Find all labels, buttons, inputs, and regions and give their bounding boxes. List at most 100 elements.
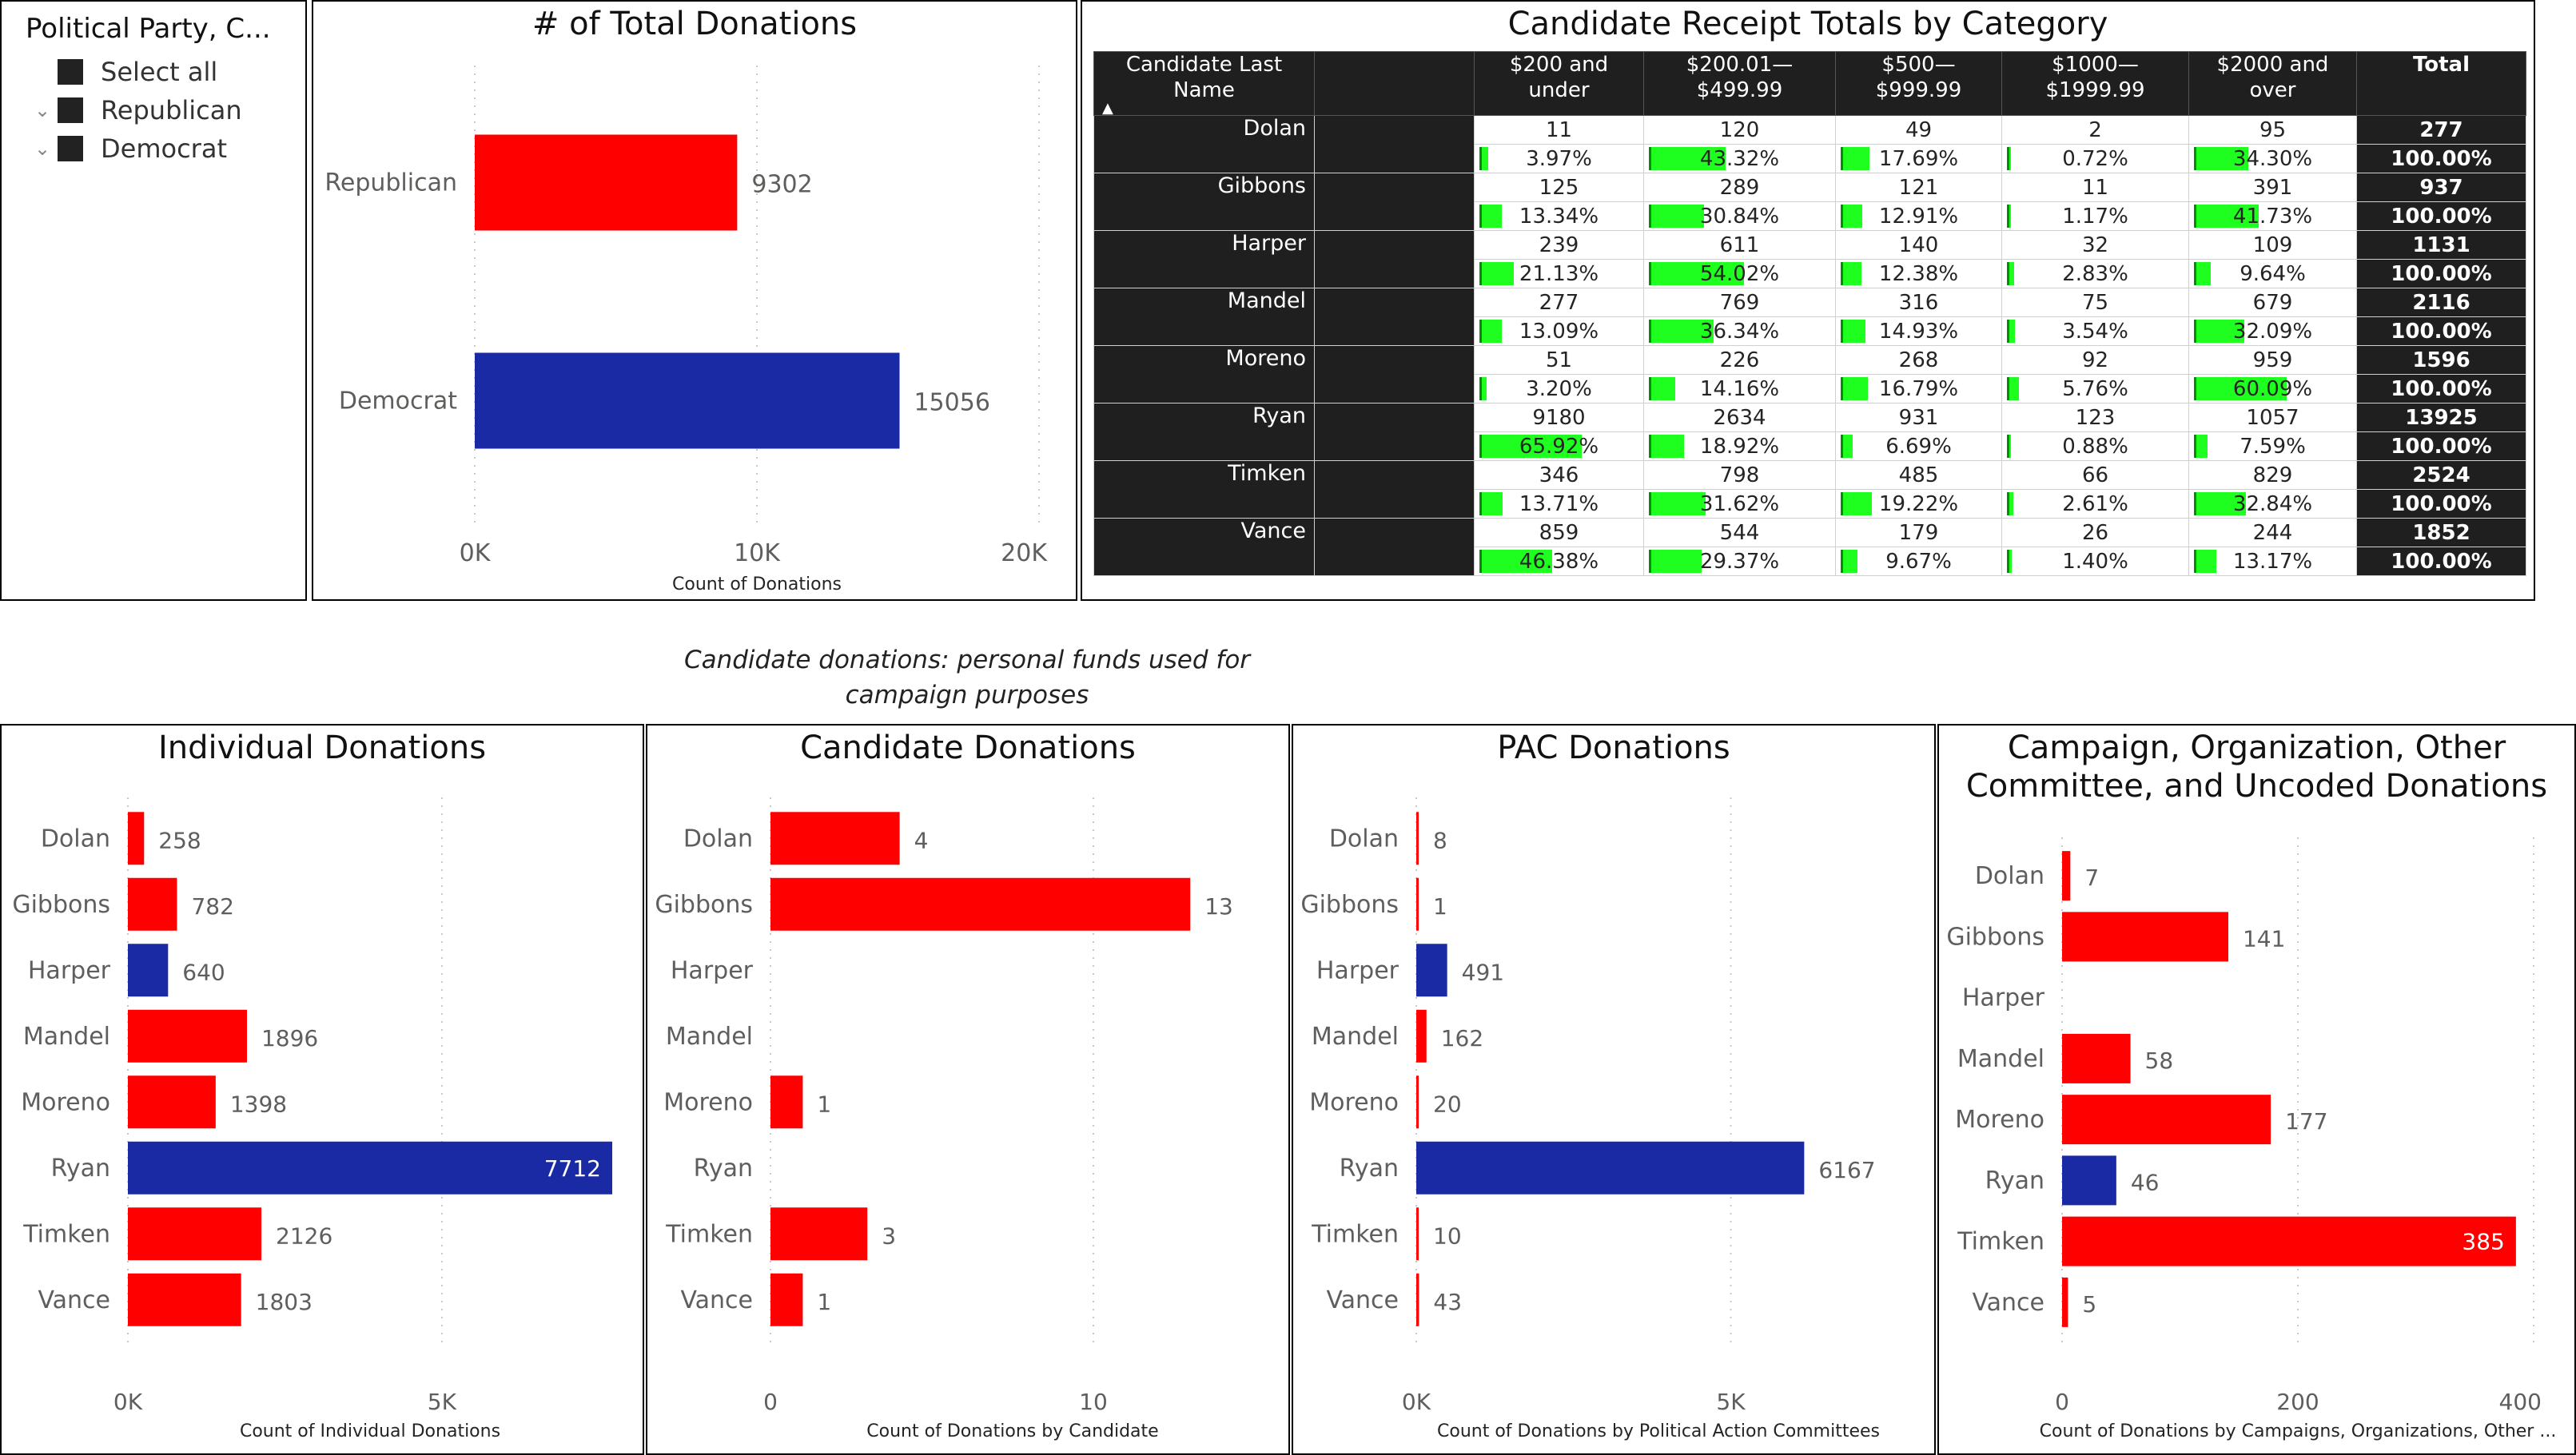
percent-label: 36.34% <box>1699 319 1780 344</box>
data-label: 1 <box>817 1289 831 1315</box>
data-label: 13 <box>1204 893 1233 920</box>
count-cell: 289 <box>1643 173 1836 202</box>
category-label: Mandel <box>1957 1045 2044 1073</box>
data-label: 58 <box>2145 1048 2174 1074</box>
column-header[interactable]: $1000—$1999.99 <box>2001 51 2189 116</box>
bar <box>770 1075 803 1129</box>
data-label: 491 <box>1462 959 1504 985</box>
slicer-item-select-all[interactable]: Select all <box>27 54 217 89</box>
x-tick-label: 5K <box>428 1389 457 1415</box>
percent-bar <box>1649 550 1702 573</box>
candidate-donations-panel: Candidate Donations 0 10 Count of Donation… <box>646 724 1290 1455</box>
table-row: 13.71% 31.62% 19.22% 2.61% 32.84% 100.00% <box>1094 489 2526 519</box>
bar <box>770 877 1191 931</box>
data-label: 43 <box>1433 1289 1462 1315</box>
data-label: 10 <box>1433 1222 1462 1249</box>
table-row: Dolan 11 120 49 2 95 277 <box>1093 115 2526 173</box>
category-label: Dolan <box>1975 862 2044 890</box>
total-count-cell: 2116 <box>2356 288 2526 317</box>
column-header[interactable] <box>1314 51 1475 116</box>
category-label: Republican <box>324 169 457 197</box>
bar <box>770 1207 868 1261</box>
percent-label: 0.88% <box>2062 434 2128 459</box>
data-label: 6167 <box>1818 1157 1875 1183</box>
x-tick-label: 10K <box>734 539 781 567</box>
percent-bar <box>1479 205 1503 228</box>
party-slicer[interactable]: Political Party, C... Select all ⌄ Repub… <box>0 0 307 601</box>
chevron-down-icon[interactable]: ⌄ <box>34 99 51 121</box>
percent-label: 34.30% <box>2232 146 2313 171</box>
percent-cell: 1.40% <box>2001 547 2189 576</box>
percent-bar <box>2194 262 2212 285</box>
percent-label: 13.71% <box>1519 491 1599 516</box>
count-cell: 226 <box>1643 345 1836 375</box>
total-percent-cell: 100.00% <box>2356 201 2526 231</box>
data-label: 20 <box>1433 1091 1462 1117</box>
percent-cell: 14.93% <box>1835 316 2002 346</box>
category-label: Harper <box>1962 984 2045 1012</box>
checkbox[interactable] <box>58 136 83 161</box>
sort-ascending-icon[interactable]: ▲ <box>1102 100 1113 117</box>
percent-cell: 19.22% <box>1835 489 2002 519</box>
count-cell: 391 <box>2188 173 2357 202</box>
bar <box>1416 944 1447 997</box>
slicer-item-democrat[interactable]: ⌄ Democrat <box>27 131 227 166</box>
percent-cell: 21.13% <box>1474 259 1644 288</box>
checkbox[interactable] <box>58 59 83 85</box>
chevron-down-icon[interactable]: ⌄ <box>34 137 51 160</box>
percent-bar <box>2194 550 2216 573</box>
percent-cell: 13.71% <box>1474 489 1644 519</box>
percent-bar <box>1841 435 1853 458</box>
count-cell: 92 <box>2001 345 2189 375</box>
bar <box>770 812 900 865</box>
column-header[interactable]: $200.01—$499.99 <box>1643 51 1836 116</box>
slicer-item-label: Republican <box>101 95 242 125</box>
percent-label: 7.59% <box>2240 434 2306 459</box>
percent-bar <box>2194 147 2248 170</box>
candidate-name: Ryan <box>1093 403 1315 461</box>
percent-cell: 16.79% <box>1835 374 2002 404</box>
column-header[interactable]: $200 and under <box>1474 51 1644 116</box>
data-label: 640 <box>182 959 225 985</box>
count-cell: 109 <box>2188 230 2357 260</box>
empty-cell <box>1314 115 1475 173</box>
count-cell: 859 <box>1474 518 1644 547</box>
percent-cell: 0.72% <box>2001 144 2189 173</box>
percent-label: 9.67% <box>1885 549 1952 574</box>
percent-cell: 3.54% <box>2001 316 2189 346</box>
count-cell: 140 <box>1835 230 2002 260</box>
percent-cell: 36.34% <box>1643 316 1836 346</box>
bar <box>475 352 900 449</box>
other-donations-chart: 0 200 400 Count of Donations by Campaigns, … <box>1946 837 2556 1441</box>
percent-label: 32.09% <box>2232 319 2313 344</box>
column-header[interactable]: Total <box>2356 51 2526 116</box>
slicer-item-republican[interactable]: ⌄ Republican <box>27 93 242 128</box>
count-cell: 829 <box>2188 460 2357 490</box>
total-percent-cell: 100.00% <box>2356 259 2526 288</box>
category-label: Vance <box>38 1286 110 1314</box>
table-row: 3.97% 43.32% 17.69% 0.72% 34.30% 100.00% <box>1094 144 2526 173</box>
column-header-candidate[interactable]: Candidate Last Name ▲ <box>1093 51 1315 117</box>
x-tick-label: 0K <box>1402 1389 1431 1415</box>
percent-bar <box>1479 377 1487 400</box>
percent-cell: 7.59% <box>2188 431 2357 461</box>
total-percent-cell: 100.00% <box>2356 374 2526 404</box>
percent-label: 5.76% <box>2062 376 2128 401</box>
x-axis-label: Count of Individual Donations <box>240 1421 500 1441</box>
total-percent-cell: 100.00% <box>2356 489 2526 519</box>
category-label: Moreno <box>1955 1106 2044 1134</box>
percent-cell: 32.84% <box>2188 489 2357 519</box>
checkbox[interactable] <box>58 97 83 123</box>
x-axis-label: Count of Donations by Political Action C… <box>1437 1421 1880 1441</box>
column-header[interactable]: $500—$999.99 <box>1835 51 2002 116</box>
chart-title: Candidate Donations <box>800 729 1136 766</box>
percent-cell: 13.09% <box>1474 316 1644 346</box>
percent-cell: 3.97% <box>1474 144 1644 173</box>
percent-cell: 34.30% <box>2188 144 2357 173</box>
table-row: 13.09% 36.34% 14.93% 3.54% 32.09% 100.00% <box>1094 316 2526 346</box>
receipt-matrix: Candidate Last Name ▲ $200 and under $200.0… <box>1093 51 2526 576</box>
percent-bar <box>1649 205 1705 228</box>
column-header[interactable]: $2000 and over <box>2188 51 2357 116</box>
chart-title: Individual Donations <box>157 729 487 766</box>
category-label: Vance <box>680 1286 753 1314</box>
